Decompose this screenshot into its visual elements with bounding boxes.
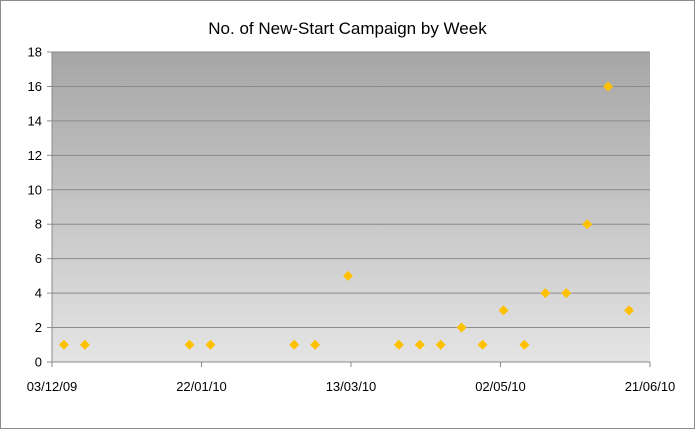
data-point [456, 322, 467, 333]
y-tick-label: 12 [28, 148, 42, 163]
chart-title: No. of New-Start Campaign by Week [208, 19, 487, 38]
y-tick-label: 8 [35, 217, 42, 232]
data-point [540, 288, 551, 299]
y-tick-label: 18 [28, 45, 42, 60]
data-point [79, 339, 90, 350]
data-point [435, 339, 446, 350]
data-point [477, 339, 488, 350]
data-point [624, 305, 635, 316]
data-point [519, 339, 530, 350]
x-tick-label: 13/03/10 [326, 379, 377, 394]
data-point [205, 339, 216, 350]
y-tick-label: 0 [35, 355, 42, 370]
x-tick-label: 21/06/10 [625, 379, 676, 394]
plot-area [52, 52, 650, 362]
data-point [58, 339, 69, 350]
data-point [561, 288, 572, 299]
x-tick-label: 03/12/09 [27, 379, 78, 394]
y-tick-label: 4 [35, 286, 42, 301]
x-tick-label: 02/05/10 [475, 379, 526, 394]
y-tick-label: 16 [28, 79, 42, 94]
data-point [289, 339, 300, 350]
data-point [414, 339, 425, 350]
y-tick-label: 2 [35, 320, 42, 335]
y-tick-label: 14 [28, 113, 42, 128]
y-tick-label: 10 [28, 182, 42, 197]
x-tick-label: 22/01/10 [176, 379, 227, 394]
data-point [343, 270, 354, 281]
data-point [603, 81, 614, 92]
data-point [393, 339, 404, 350]
data-point [498, 305, 509, 316]
y-tick-label: 6 [35, 251, 42, 266]
data-point [184, 339, 195, 350]
data-point [582, 219, 593, 230]
data-point [310, 339, 321, 350]
